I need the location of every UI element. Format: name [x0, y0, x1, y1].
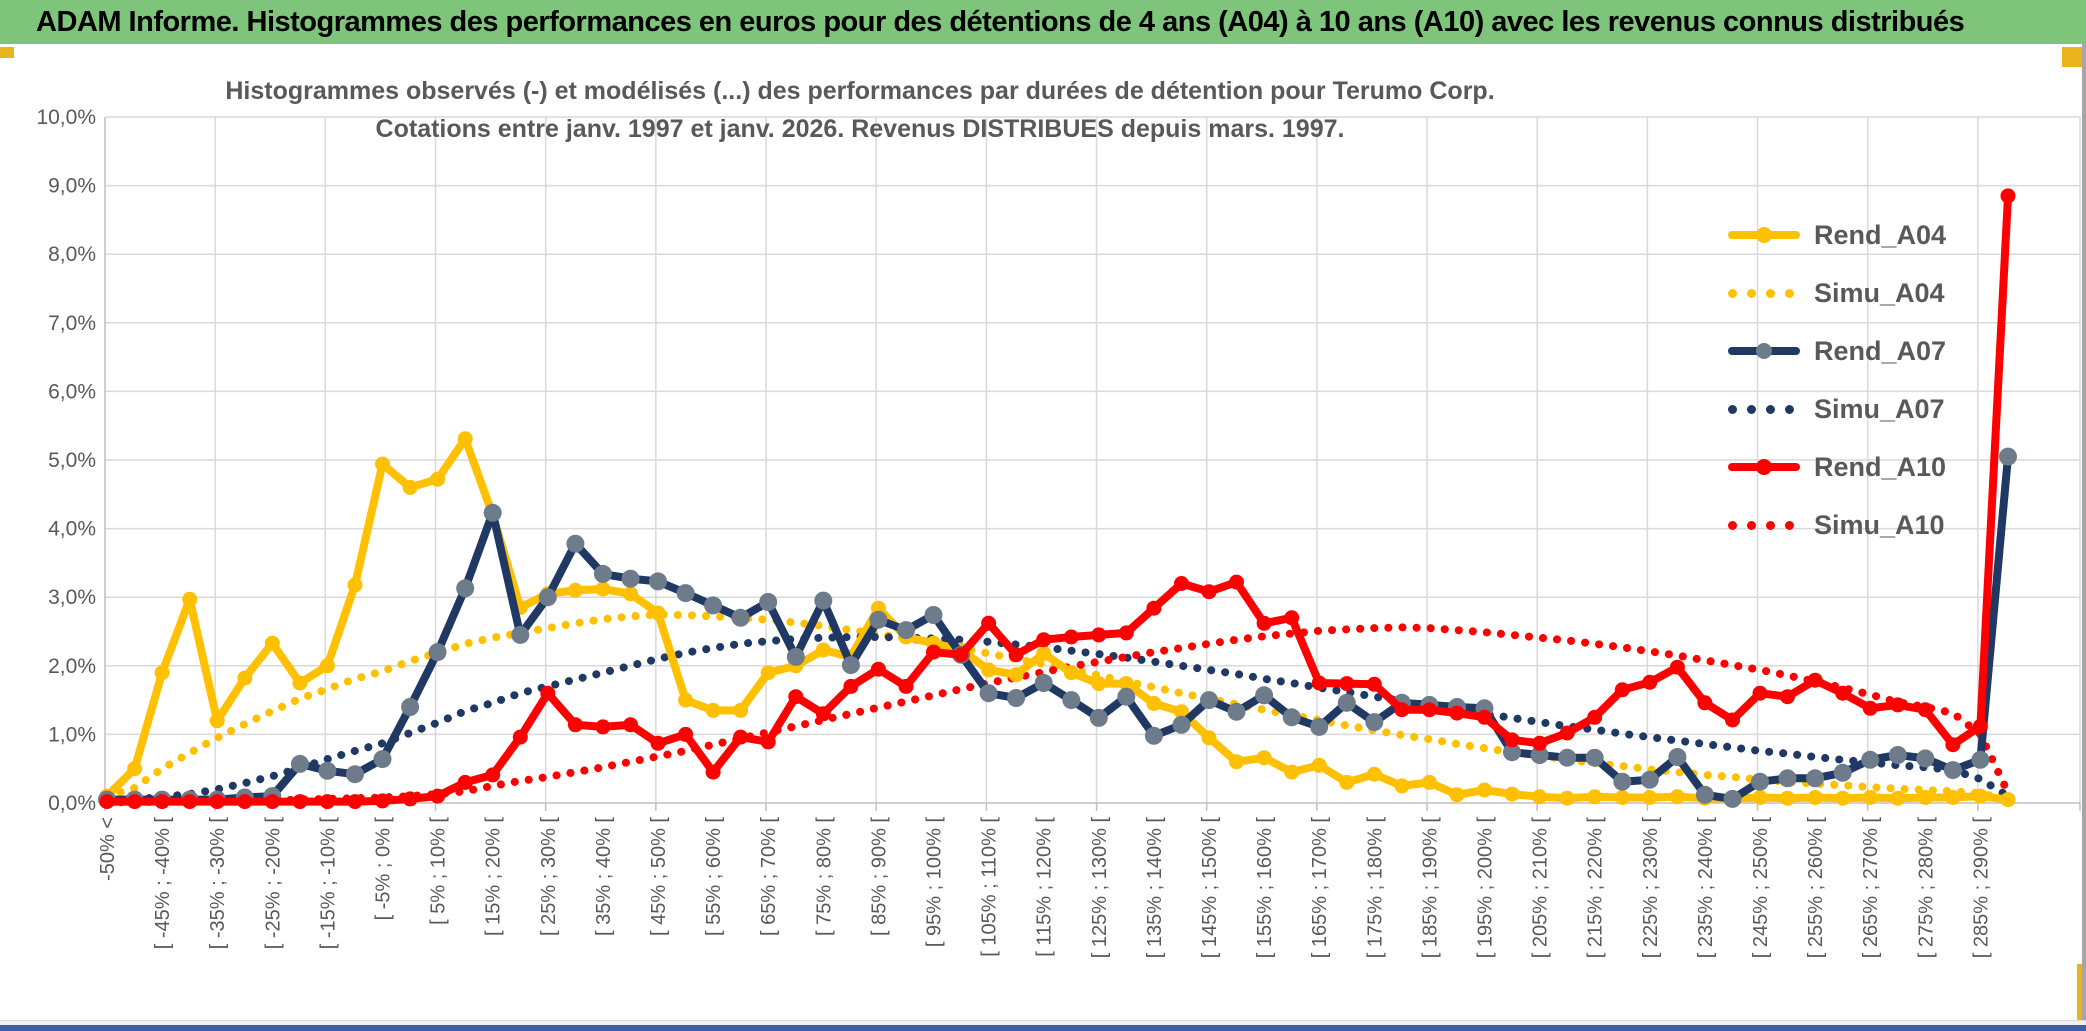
series-Rend_A04 — [99, 431, 2016, 808]
svg-text:[ 85% ; 90% [: [ 85% ; 90% [ — [868, 817, 890, 936]
svg-text:[ 225% ; 230% [: [ 225% ; 230% [ — [1640, 817, 1662, 959]
svg-text:9,0%: 9,0% — [48, 175, 96, 198]
svg-text:[ 5% ; 10% [: [ 5% ; 10% [ — [428, 817, 450, 925]
legend-item-Rend_A04: Rend_A04 — [1728, 206, 1988, 264]
svg-text:[ -35% ; -30% [: [ -35% ; -30% [ — [207, 817, 229, 950]
svg-text:10,0%: 10,0% — [36, 106, 96, 129]
svg-text:[ 255% ; 260% [: [ 255% ; 260% [ — [1805, 817, 1827, 959]
svg-text:[ 245% ; 250% [: [ 245% ; 250% [ — [1750, 817, 1772, 959]
legend-label: Rend_A04 — [1814, 219, 1947, 250]
legend-dotted-line-sample — [1728, 288, 1800, 298]
legend-label: Rend_A10 — [1814, 451, 1947, 482]
legend-item-Simu_A10: Simu_A10 — [1728, 496, 1988, 554]
svg-text:5,0%: 5,0% — [48, 449, 96, 472]
svg-text:6,0%: 6,0% — [48, 380, 96, 403]
legend-label: Simu_A07 — [1814, 393, 1945, 424]
svg-text:[ 95% ; 100% [: [ 95% ; 100% [ — [924, 817, 946, 948]
performance-histogram-chart: 0,0% 1,0% 2,0% 3,0% 4,0% 5,0% 6,0% 7,0% 8,0% 9,0%… — [36, 106, 2081, 959]
legend-item-Simu_A07: Simu_A07 — [1728, 380, 1988, 438]
svg-text:[ 55% ; 60% [: [ 55% ; 60% [ — [703, 817, 725, 936]
svg-text:[ 115% ; 120% [: [ 115% ; 120% [ — [1034, 817, 1056, 957]
svg-text:[ 285% ; 290% [: [ 285% ; 290% [ — [1970, 817, 1992, 959]
chart-title-line2: Cotations entre janv. 1997 et janv. 2026… — [375, 115, 1345, 143]
svg-text:8,0%: 8,0% — [48, 243, 96, 266]
svg-text:[ 35% ; 40% [: [ 35% ; 40% [ — [593, 817, 615, 936]
svg-text:0,0%: 0,0% — [48, 792, 96, 815]
gold-accent-top-left — [0, 47, 14, 58]
bottom-blue-bar — [0, 1025, 2086, 1031]
svg-text:[ 155% ; 160% [: [ 155% ; 160% [ — [1254, 817, 1276, 959]
legend-solid-line-sample — [1728, 459, 1800, 475]
header-bar: ADAM Informe. Histogrammes des performan… — [0, 0, 2086, 44]
bottom-strip — [0, 1020, 2086, 1026]
svg-text:[ 125% ; 130% [: [ 125% ; 130% [ — [1089, 817, 1111, 959]
legend-label: Simu_A10 — [1814, 509, 1945, 540]
svg-text:1,0%: 1,0% — [48, 723, 96, 746]
chart-title-line1: Histogrammes observés (-) et modélisés (… — [225, 77, 1495, 105]
y-axis-labels: 0,0% 1,0% 2,0% 3,0% 4,0% 5,0% 6,0% 7,0% 8,0% 9,0%… — [36, 106, 96, 815]
svg-text:[ 215% ; 220% [: [ 215% ; 220% [ — [1585, 817, 1607, 959]
svg-text:[ 145% ; 150% [: [ 145% ; 150% [ — [1199, 817, 1221, 959]
page-title: ADAM Informe. Histogrammes des performan… — [36, 5, 1965, 38]
svg-text:7,0%: 7,0% — [48, 312, 96, 335]
legend-label: Simu_A04 — [1814, 277, 1945, 308]
svg-text:[ 195% ; 200% [: [ 195% ; 200% [ — [1475, 817, 1497, 959]
x-axis-labels: -50% < [ -45% ; -40% [ [ -35% ; -30% [ [ -2… — [97, 817, 1992, 959]
svg-text:[ 185% ; 190% [: [ 185% ; 190% [ — [1419, 817, 1441, 959]
gold-accent-top-right — [2062, 47, 2086, 67]
svg-text:-50% <: -50% < — [97, 817, 119, 881]
legend-solid-line-sample — [1728, 343, 1800, 359]
svg-text:[ 265% ; 270% [: [ 265% ; 270% [ — [1860, 817, 1882, 959]
chart-title: Histogrammes observés (-) et modélisés (… — [150, 72, 1570, 148]
legend-item-Simu_A04: Simu_A04 — [1728, 264, 1988, 322]
series-Rend_A10 — [99, 188, 2016, 810]
svg-text:[ 165% ; 170% [: [ 165% ; 170% [ — [1309, 817, 1331, 959]
legend-solid-line-sample — [1728, 227, 1800, 243]
svg-text:[ 105% ; 110% [: [ 105% ; 110% [ — [979, 817, 1001, 957]
svg-text:[ -5% ; 0% [: [ -5% ; 0% [ — [373, 817, 395, 921]
legend-dotted-line-sample — [1728, 520, 1800, 530]
svg-text:2,0%: 2,0% — [48, 655, 96, 678]
svg-text:[ 25% ; 30% [: [ 25% ; 30% [ — [538, 817, 560, 936]
gold-accent-bottom-right — [2077, 964, 2086, 1031]
svg-text:[ 75% ; 80% [: [ 75% ; 80% [ — [813, 817, 835, 936]
svg-text:[ 15% ; 20% [: [ 15% ; 20% [ — [483, 817, 505, 936]
legend-item-Rend_A07: Rend_A07 — [1728, 322, 1988, 380]
window-right-border — [2082, 44, 2086, 1031]
svg-text:[ -45% ; -40% [: [ -45% ; -40% [ — [152, 817, 174, 950]
svg-text:[ 65% ; 70% [: [ 65% ; 70% [ — [758, 817, 780, 936]
svg-text:[ 235% ; 240% [: [ 235% ; 240% [ — [1695, 817, 1717, 959]
legend-item-Rend_A10: Rend_A10 — [1728, 438, 1988, 496]
legend-label: Rend_A07 — [1814, 335, 1947, 366]
series-Simu_A07 — [103, 633, 2012, 806]
svg-text:[ -15% ; -10% [: [ -15% ; -10% [ — [317, 817, 339, 950]
svg-text:[ 45% ; 50% [: [ 45% ; 50% [ — [648, 817, 670, 936]
svg-text:[ 275% ; 280% [: [ 275% ; 280% [ — [1915, 817, 1937, 959]
svg-text:3,0%: 3,0% — [48, 586, 96, 609]
svg-text:[ -25% ; -20% [: [ -25% ; -20% [ — [262, 817, 284, 950]
svg-text:[ 135% ; 140% [: [ 135% ; 140% [ — [1144, 817, 1166, 959]
axes — [104, 117, 2081, 811]
legend-dotted-line-sample — [1728, 404, 1800, 414]
svg-text:[ 205% ; 210% [: [ 205% ; 210% [ — [1530, 817, 1552, 959]
chart-legend: Rend_A04 Simu_A04 Rend_A07 Simu_A07 Rend_A10… — [1728, 206, 1988, 554]
svg-text:[ 175% ; 180% [: [ 175% ; 180% [ — [1364, 817, 1386, 959]
svg-text:4,0%: 4,0% — [48, 518, 96, 541]
